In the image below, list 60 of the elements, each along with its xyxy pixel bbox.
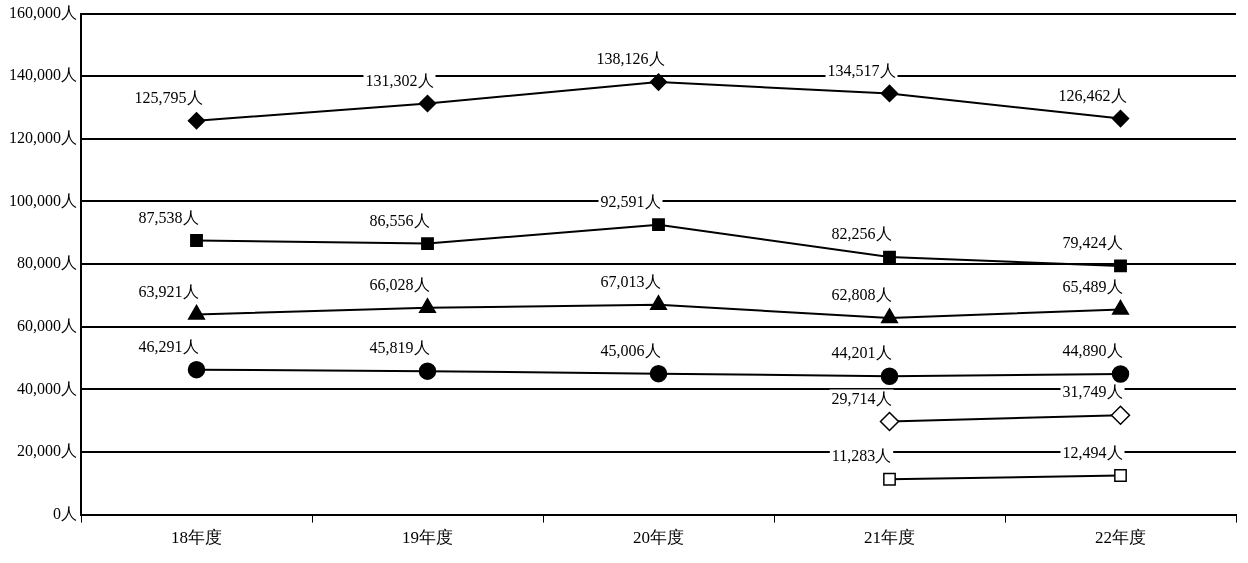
point — [190, 234, 203, 247]
data-label: 67,013人 — [600, 272, 661, 290]
data-label: 131,302人 — [365, 71, 434, 89]
data-label: 92,591人 — [600, 192, 661, 210]
data-label: 86,556人 — [369, 211, 430, 229]
data-label: 31,749人 — [1062, 383, 1123, 401]
data-label: 82,256人 — [831, 225, 892, 243]
point — [421, 237, 434, 250]
data-label: 87,538人 — [138, 208, 199, 226]
y-tick-label: 40,000人 — [17, 379, 77, 397]
point — [652, 218, 665, 232]
x-tick-label: 20年度 — [633, 528, 684, 548]
point — [1114, 469, 1127, 482]
y-tick-label: 100,000人 — [9, 191, 77, 209]
data-label: 63,921人 — [138, 282, 199, 300]
y-tick-label: 120,000人 — [9, 129, 77, 147]
data-label: 29,714人 — [831, 389, 892, 407]
data-label: 44,201人 — [831, 344, 892, 362]
data-label: 11,283人 — [831, 447, 892, 465]
point — [1110, 405, 1131, 425]
y-tick-label: 80,000人 — [17, 254, 77, 272]
point — [879, 411, 900, 432]
x-tick-label: 18年度 — [171, 528, 222, 548]
y-tick-label: 60,000人 — [17, 316, 77, 334]
point — [880, 367, 899, 385]
data-label: 45,819人 — [369, 339, 430, 357]
point — [649, 73, 668, 91]
data-label: 65,489人 — [1062, 277, 1123, 295]
data-label: 126,462人 — [1058, 86, 1127, 104]
point — [418, 94, 437, 113]
data-label: 45,006人 — [600, 341, 661, 359]
point — [1114, 259, 1127, 273]
y-tick-label: 160,000人 — [9, 3, 77, 21]
point — [1111, 365, 1130, 383]
data-label: 12,494人 — [1062, 443, 1123, 461]
data-label: 134,517人 — [827, 61, 896, 79]
x-tick-label: 21年度 — [864, 528, 915, 548]
data-label: 46,291人 — [138, 337, 199, 355]
x-tick-label: 22年度 — [1095, 528, 1146, 548]
x-tick-label: 19年度 — [402, 528, 453, 548]
data-label: 79,424人 — [1062, 234, 1123, 252]
point — [187, 111, 206, 130]
point — [1111, 109, 1130, 128]
data-label: 66,028人 — [369, 276, 430, 294]
data-label: 62,808人 — [831, 286, 892, 304]
point — [187, 360, 206, 379]
point — [418, 362, 437, 380]
point — [880, 308, 899, 324]
y-tick-label: 140,000人 — [9, 66, 77, 84]
data-label: 44,890人 — [1062, 342, 1123, 360]
point — [883, 250, 896, 264]
point — [883, 472, 896, 486]
point — [418, 298, 437, 314]
point — [649, 295, 668, 311]
point — [880, 84, 899, 103]
y-tick-label: 20,000人 — [17, 442, 77, 460]
data-label: 125,795人 — [134, 88, 203, 106]
y-tick-label: 0人 — [53, 504, 77, 522]
data-label: 138,126人 — [596, 50, 665, 68]
point — [649, 364, 668, 383]
